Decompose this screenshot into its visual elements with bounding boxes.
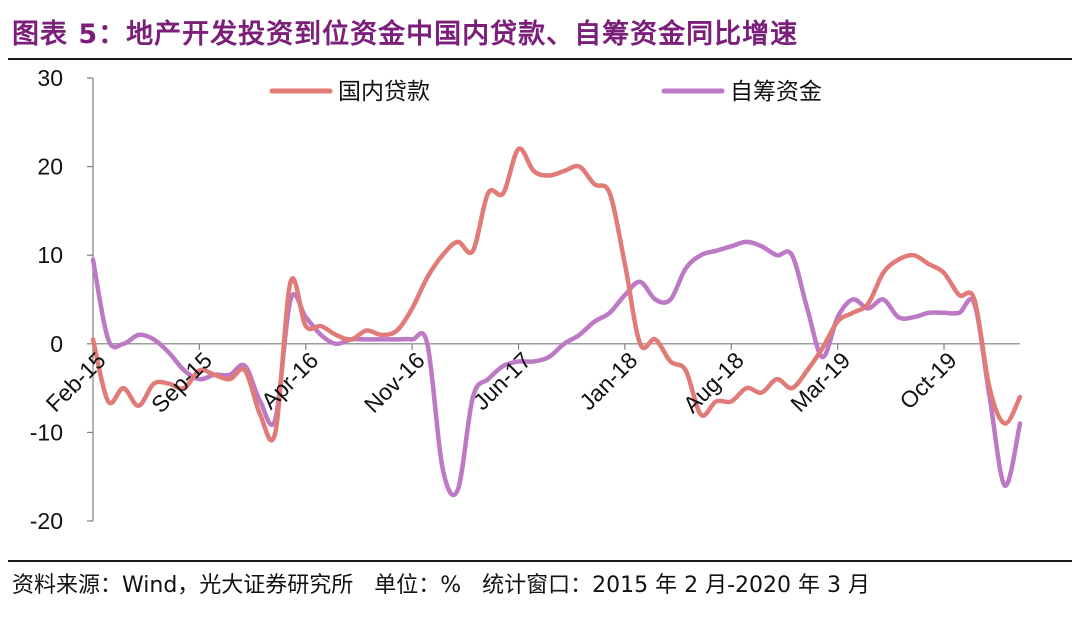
x-tick-label: Oct-19: [894, 347, 961, 414]
legend-item-self-raised: 自筹资金: [661, 79, 822, 105]
legend: 国内贷款 自筹资金: [269, 79, 822, 105]
series-line-domestic-loans: [90, 146, 1023, 443]
y-tick-label: 0: [50, 331, 63, 357]
y-tick-label: -10: [30, 419, 63, 445]
axes: [87, 77, 1020, 522]
x-tick-label: Jan-18: [574, 347, 642, 415]
x-tick-label: Apr-16: [256, 347, 323, 414]
legend-label: 自筹资金: [730, 79, 822, 105]
y-tick-label: -20: [30, 508, 63, 534]
y-tick-label: 10: [37, 242, 63, 268]
y-tick-label: 30: [37, 65, 63, 91]
legend-item-domestic-loans: 国内贷款: [269, 79, 430, 105]
figure-title: 图表 5：地产开发投资到位资金中国内贷款、自筹资金同比增速: [12, 19, 799, 50]
source-rule: [8, 560, 1072, 562]
series-layer: [90, 146, 1023, 498]
title-rule: [8, 58, 1072, 60]
series-line-self-raised: [90, 239, 1023, 498]
source-note: 资料来源：Wind，光大证券研究所 单位：% 统计窗口：2015 年 2 月-2…: [12, 573, 871, 598]
legend-label: 国内贷款: [338, 79, 430, 105]
y-tick-label: 20: [37, 154, 63, 180]
x-tick-label: Nov-16: [359, 347, 430, 418]
x-tick-label: Jun-17: [468, 347, 536, 415]
